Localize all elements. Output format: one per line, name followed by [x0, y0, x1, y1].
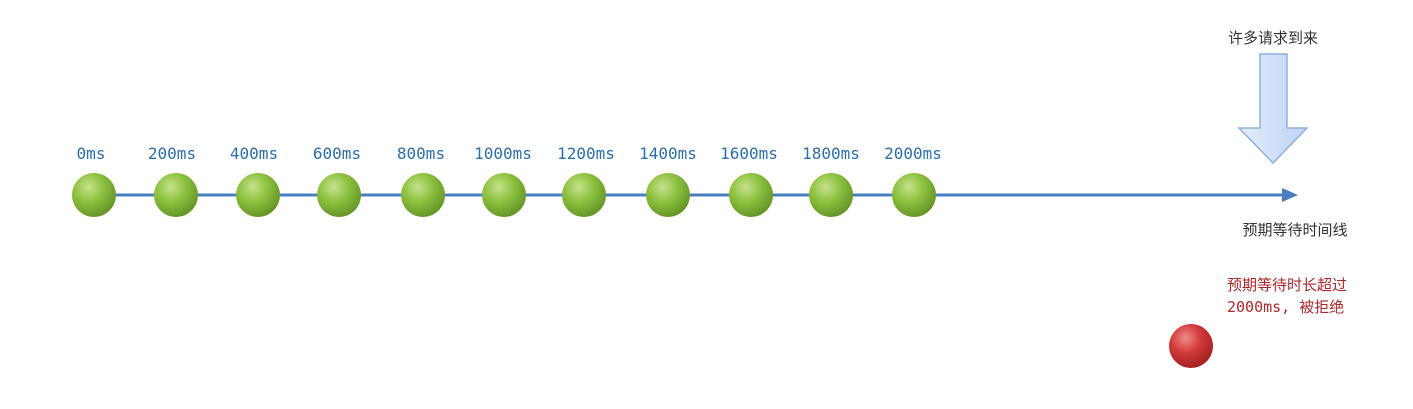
tick-label: 1600ms — [720, 144, 778, 163]
tick-label: 0ms — [77, 144, 106, 163]
tick-label: 1000ms — [474, 144, 532, 163]
tick-label: 1800ms — [802, 144, 860, 163]
accepted-requests — [72, 173, 936, 217]
accepted-request-ball — [562, 173, 606, 217]
tick-label: 800ms — [397, 144, 445, 163]
accepted-request-ball — [892, 173, 936, 217]
tick-label: 1200ms — [557, 144, 615, 163]
rejected-ball — [1169, 324, 1213, 368]
incoming-requests: 许多请求到来 — [1228, 29, 1318, 165]
tick-label: 2000ms — [884, 144, 942, 163]
tick-label: 400ms — [230, 144, 278, 163]
tick-label: 200ms — [148, 144, 196, 163]
accepted-request-ball — [646, 173, 690, 217]
accepted-request-ball — [317, 173, 361, 217]
accepted-request-ball — [729, 173, 773, 217]
timeline-arrowhead-icon — [1282, 188, 1298, 202]
arrival-label: 许多请求到来 — [1228, 29, 1318, 47]
tick-label: 1400ms — [639, 144, 697, 163]
rejected-request: 预期等待时长超过 2000ms, 被拒绝 — [1169, 276, 1347, 368]
reject-label-line2: 2000ms, 被拒绝 — [1227, 298, 1344, 316]
accepted-request-ball — [72, 173, 116, 217]
accepted-request-ball — [401, 173, 445, 217]
accepted-request-ball — [482, 173, 526, 217]
tick-labels: 0ms 200ms 400ms 600ms 800ms 1000ms 1200ms 1400m… — [77, 144, 942, 163]
accepted-request-ball — [154, 173, 198, 217]
tick-label: 600ms — [313, 144, 361, 163]
accepted-request-ball — [236, 173, 280, 217]
timeline-label: 预期等待时间线 — [1242, 221, 1347, 239]
down-arrow-icon — [1237, 53, 1309, 165]
accepted-request-ball — [809, 173, 853, 217]
reject-label-line1: 预期等待时长超过 — [1227, 276, 1347, 294]
